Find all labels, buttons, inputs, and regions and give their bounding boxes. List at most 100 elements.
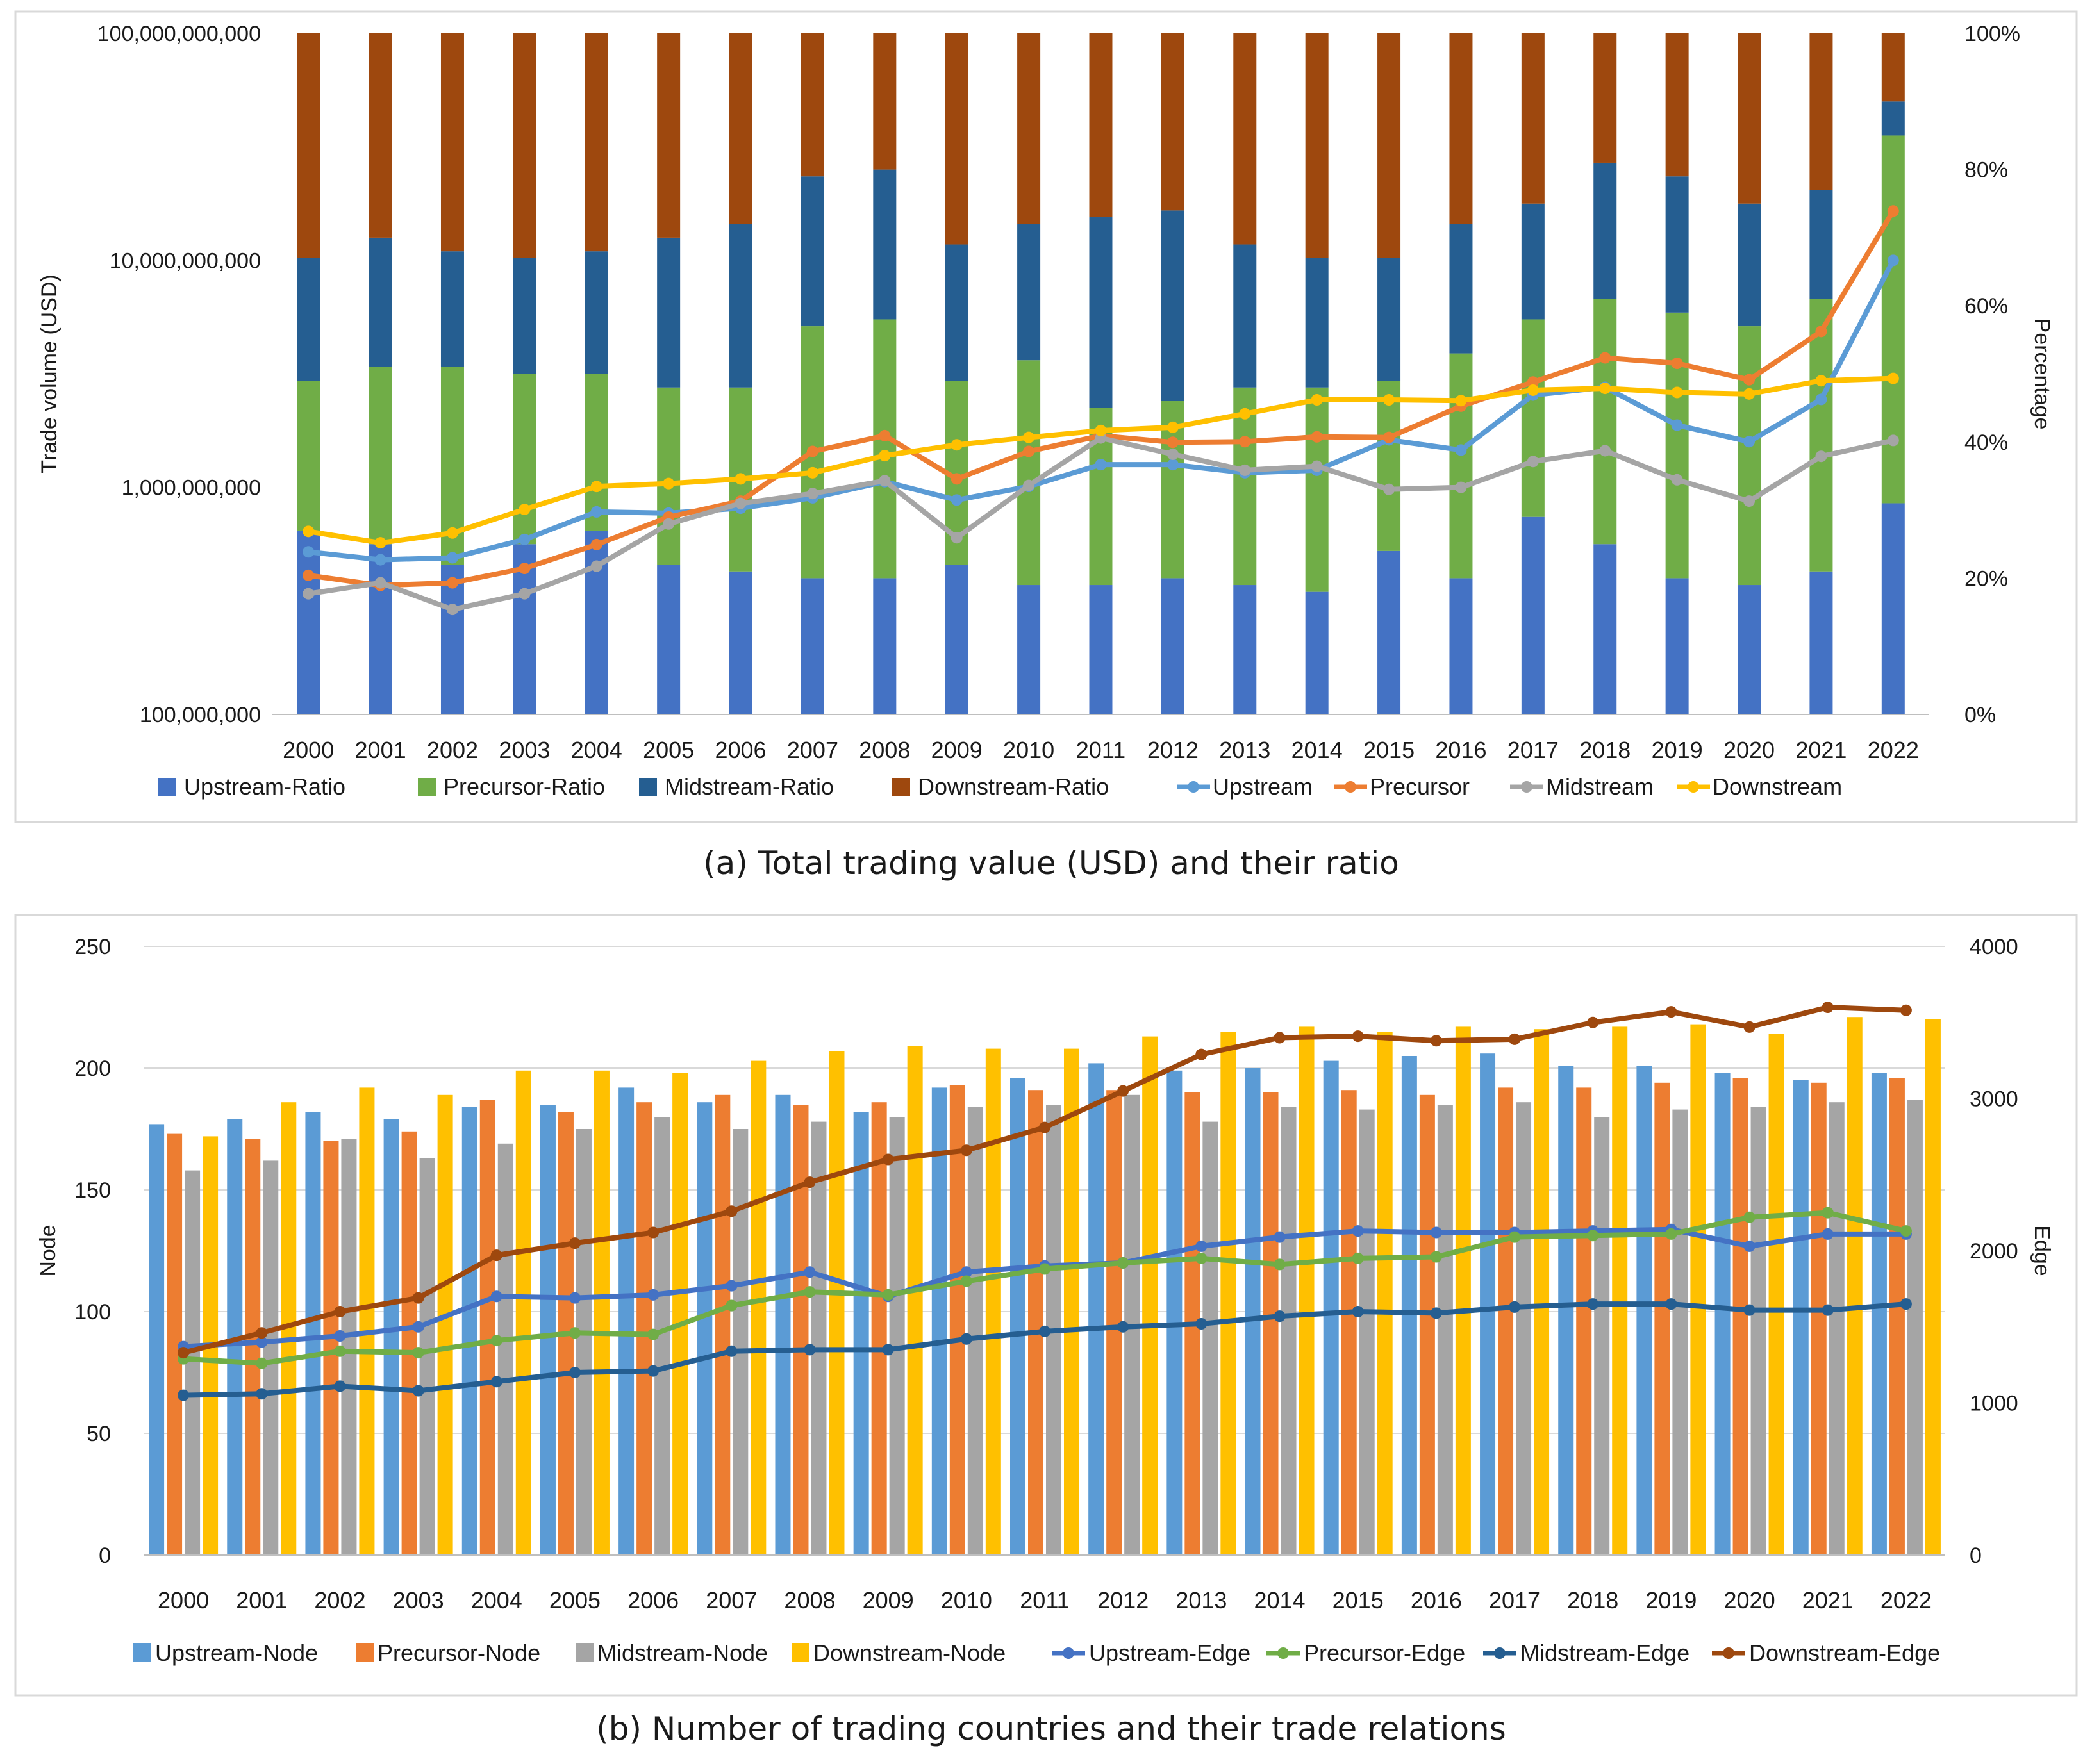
chart-a-frame: [14, 10, 2078, 823]
point-midstream: [1599, 445, 1611, 457]
point-midstream-edge: [1274, 1310, 1286, 1323]
point-midstream-edge: [1117, 1321, 1129, 1333]
bar-upstream-ratio: [1809, 571, 1833, 714]
legend-label-precursor-edge: Precursor-Edge: [1304, 1640, 1465, 1666]
chart-a-caption: (a) Total trading value (USD) and their …: [703, 845, 1399, 882]
bar-precursor-node: [245, 1139, 261, 1555]
point-downstream: [1311, 394, 1323, 406]
point-upstream: [1166, 459, 1179, 471]
point-downstream-edge: [256, 1327, 268, 1339]
legend-swatch-midstream-ratio: [639, 778, 657, 796]
y-tick-label: 1,000,000,000: [122, 476, 261, 500]
point-midstream: [735, 497, 747, 509]
bar-upstream-ratio: [945, 565, 968, 714]
bar-upstream-node: [1245, 1068, 1261, 1555]
point-precursor-edge: [882, 1289, 894, 1301]
point-upstream-edge: [1743, 1240, 1756, 1252]
point-upstream-edge: [256, 1336, 268, 1348]
point-precursor: [951, 473, 963, 485]
bar-downstream-node: [907, 1046, 923, 1555]
point-downstream-edge: [1274, 1032, 1286, 1044]
point-downstream: [1023, 431, 1035, 443]
point-downstream-edge: [1117, 1085, 1129, 1097]
legend-label-upstream: Upstream: [1213, 773, 1313, 800]
bar-precursor-node: [1263, 1092, 1279, 1555]
point-midstream: [663, 518, 675, 530]
bar-downstream-ratio: [1449, 33, 1473, 224]
x-tick-label: 2018: [1579, 737, 1631, 763]
point-midstream-edge: [804, 1344, 816, 1356]
point-downstream: [446, 527, 458, 539]
point-precursor-edge: [1665, 1228, 1677, 1240]
point-downstream: [374, 537, 386, 549]
bar-downstream-node: [594, 1070, 610, 1555]
bar-midstream-node: [1829, 1102, 1845, 1555]
bar-precursor-ratio: [1738, 326, 1761, 586]
bar-midstream-node: [733, 1129, 749, 1555]
bar-upstream-node: [618, 1087, 635, 1555]
point-midstream-edge: [490, 1376, 502, 1388]
x-tick-label: 2020: [1723, 737, 1775, 763]
point-upstream-edge: [804, 1266, 816, 1278]
x-tick-label: 2002: [427, 737, 478, 763]
bar-upstream-ratio: [297, 530, 320, 714]
point-precursor: [1815, 326, 1827, 338]
point-upstream: [951, 494, 963, 506]
point-precursor-edge: [1743, 1211, 1756, 1223]
legend-marker-midstream: [1521, 781, 1532, 793]
point-upstream-edge: [569, 1292, 581, 1304]
bar-upstream-node: [1401, 1056, 1417, 1555]
x-tick-label: 2004: [471, 1587, 522, 1613]
point-downstream: [1743, 388, 1756, 400]
bar-downstream-ratio: [585, 33, 608, 252]
point-downstream: [1599, 383, 1611, 395]
point-precursor: [446, 577, 458, 589]
point-upstream: [1815, 393, 1827, 406]
point-precursor: [1023, 445, 1035, 457]
point-downstream-edge: [569, 1237, 581, 1249]
legend-label-midstream-node: Midstream-Node: [597, 1640, 768, 1666]
bar-upstream-ratio: [873, 578, 897, 714]
point-midstream: [1383, 483, 1395, 495]
bar-upstream-ratio: [1089, 585, 1113, 714]
bar-midstream-ratio: [1377, 258, 1401, 381]
point-midstream-edge: [1039, 1325, 1050, 1337]
point-precursor-edge: [647, 1328, 660, 1340]
bar-upstream-ratio: [1738, 585, 1761, 714]
point-downstream-edge: [960, 1144, 972, 1157]
x-tick-label: 2016: [1435, 737, 1486, 763]
point-midstream-edge: [1587, 1298, 1599, 1310]
x-tick-label: 2011: [1076, 737, 1125, 763]
chart-b-caption: (b) Number of trading countries and thei…: [596, 1710, 1506, 1747]
bar-downstream-ratio: [945, 33, 968, 245]
point-precursor-edge: [1039, 1263, 1050, 1275]
y-axis-title: Trade volume (USD): [37, 274, 62, 473]
point-upstream-edge: [647, 1289, 660, 1301]
legend-label-upstream-ratio: Upstream-Ratio: [184, 773, 345, 800]
point-midstream-edge: [178, 1389, 190, 1401]
point-downstream: [663, 477, 675, 490]
bar-precursor-ratio: [1521, 319, 1545, 517]
bar-downstream-node: [1455, 1026, 1471, 1555]
bar-precursor-node: [793, 1105, 809, 1555]
y2-tick-label: 80%: [1964, 158, 2008, 183]
point-precursor: [519, 563, 531, 575]
bar-midstream-ratio: [513, 258, 536, 374]
point-midstream: [951, 532, 963, 544]
bar-downstream-ratio: [1881, 33, 1905, 102]
x-tick-label: 2006: [627, 1587, 679, 1613]
y2-axis-title: Edge: [2030, 1225, 2054, 1276]
legend-label-upstream-edge: Upstream-Edge: [1089, 1640, 1250, 1666]
bar-midstream-node: [1516, 1102, 1532, 1555]
point-upstream-edge: [1352, 1225, 1364, 1237]
bar-upstream-ratio: [1233, 585, 1257, 714]
bar-precursor-node: [949, 1085, 965, 1555]
bar-midstream-ratio: [1665, 176, 1689, 313]
point-midstream: [590, 560, 602, 572]
bar-midstream-ratio: [729, 224, 752, 388]
point-midstream: [374, 577, 386, 589]
bar-downstream-node: [1142, 1036, 1158, 1555]
point-upstream: [519, 533, 531, 545]
x-tick-label: 2022: [1868, 737, 1919, 763]
legend-label-downstream: Downstream: [1713, 773, 1842, 800]
